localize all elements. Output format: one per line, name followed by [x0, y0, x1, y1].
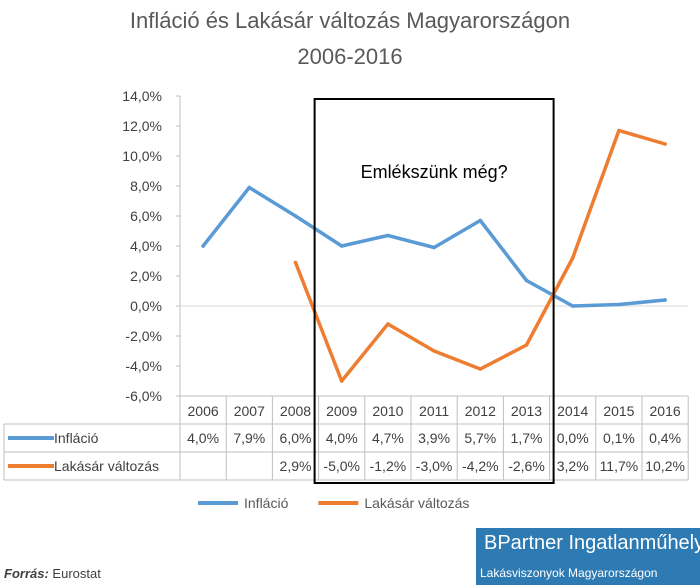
x-tick-label: 2015	[603, 403, 634, 419]
table-cell-value: 0,4%	[649, 430, 681, 446]
data-point	[293, 260, 298, 265]
brand-name: BPartner Ingatlanműhely	[484, 532, 700, 554]
data-point	[617, 302, 621, 307]
x-tick-label: 2011	[419, 403, 449, 419]
legend-label: Infláció	[244, 495, 289, 511]
chart-subtitle: 2006-2016	[297, 44, 403, 69]
table-cell-value: 0,0%	[557, 430, 589, 446]
source-label: Forrás:	[4, 566, 49, 581]
brand-tagline: Lakásviszonyok Magyarországon	[480, 566, 658, 580]
table-cell-value: 7,9%	[233, 430, 265, 446]
y-tick-label: 12,0%	[122, 118, 162, 134]
annotation-box	[313, 98, 555, 484]
table-series-name: Lakásár változás	[54, 458, 159, 474]
table-cell-value: -3,0%	[416, 458, 453, 474]
data-point	[478, 218, 483, 223]
x-tick-label: 2012	[465, 403, 496, 419]
data-point	[617, 128, 621, 133]
brand-box: BPartner Ingatlanműhely Lakásviszonyok M…	[476, 528, 700, 585]
table-cell-value: 11,7%	[600, 458, 639, 474]
table-cell-value: 5,7%	[464, 430, 496, 446]
y-tick-label: -6,0%	[125, 388, 162, 404]
x-tick-label: 2016	[650, 403, 681, 419]
data-point	[201, 244, 205, 248]
y-tick-label: 8,0%	[130, 178, 162, 194]
x-tick-label: 2014	[557, 403, 588, 419]
x-tick-label: 2010	[372, 403, 403, 419]
table-cell-value: 1,7%	[511, 430, 543, 446]
table-cell-value: 3,2%	[557, 458, 589, 474]
data-point	[478, 367, 483, 371]
table-series-name: Infláció	[54, 430, 99, 446]
y-tick-label: 14,0%	[122, 88, 162, 104]
annotation-text: Emlékszünk még?	[361, 162, 508, 182]
table-cell-value: -2,6%	[508, 458, 545, 474]
table-cell-value: 6,0%	[280, 430, 312, 446]
table-cell-value: 3,9%	[418, 430, 450, 446]
x-tick-label: 2006	[188, 403, 219, 419]
x-tick-label: 2013	[511, 403, 542, 419]
y-tick-label: 2,0%	[130, 268, 162, 284]
source-note: Forrás: Eurostat	[4, 566, 101, 581]
table-cell-value: 4,0%	[187, 430, 219, 446]
data-point	[524, 278, 529, 283]
table-cell-value: 4,7%	[372, 430, 404, 446]
data-point	[432, 245, 436, 250]
data-point	[386, 322, 390, 326]
y-tick-label: 0,0%	[130, 298, 162, 314]
data-point	[524, 343, 529, 347]
table-cell-value: 4,0%	[326, 430, 358, 446]
data-point	[339, 244, 344, 248]
data-point	[247, 185, 252, 190]
table-cell-value: -4,2%	[462, 458, 499, 474]
table-cell-value: -1,2%	[370, 458, 407, 474]
y-tick-label: 4,0%	[130, 238, 162, 254]
data-point	[570, 256, 575, 260]
y-tick-label: 10,0%	[122, 148, 162, 164]
chart-title: Infláció és Lakásár változás Magyarorszá…	[129, 8, 571, 33]
data-point	[663, 142, 667, 146]
data-point	[293, 214, 298, 218]
table-cell-value: 2,9%	[280, 458, 312, 474]
data-point	[432, 349, 436, 353]
data-point	[386, 233, 390, 238]
y-tick-label: 6,0%	[130, 208, 162, 224]
data-point	[339, 379, 344, 383]
x-tick-label: 2009	[326, 403, 357, 419]
y-tick-label: -2,0%	[125, 328, 162, 344]
x-tick-label: 2008	[280, 403, 311, 419]
table-cell-value: 10,2%	[645, 458, 685, 474]
y-tick-label: -4,0%	[125, 358, 162, 374]
source-value: Eurostat	[52, 566, 101, 581]
table-cell-value: 0,1%	[603, 430, 635, 446]
table-cell-value: -5,0%	[323, 458, 360, 474]
data-point	[570, 304, 575, 308]
data-point	[663, 298, 667, 302]
legend-label: Lakásár változás	[364, 495, 469, 511]
x-tick-label: 2007	[234, 403, 265, 419]
